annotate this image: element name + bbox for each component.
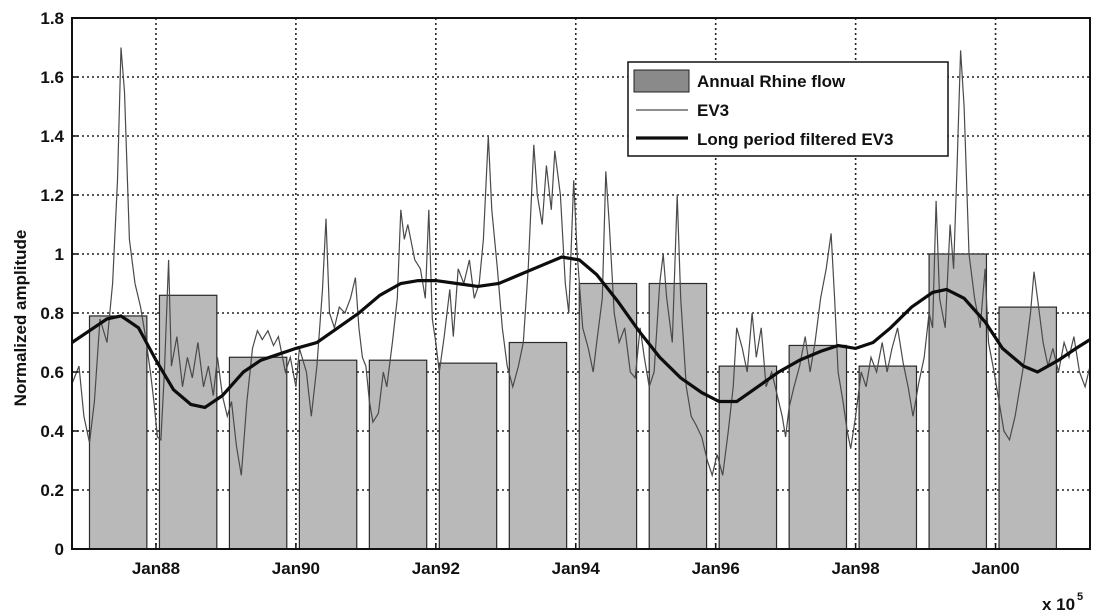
bar-annual-rhine-flow [858,365,918,550]
bar-annual-rhine-flow [788,344,848,550]
y-tick-label: 0.2 [40,481,64,500]
x-tick-label: Jan88 [132,559,180,578]
x-tick-label: Jan00 [971,559,1019,578]
bar-annual-rhine-flow [368,359,428,550]
y-tick-label: 1.2 [40,186,64,205]
bar-annual-rhine-flow [578,282,638,550]
x-multiplier-base: x 10 [1042,595,1075,614]
plot-frame [71,17,1091,550]
tick-layer: 0 0.2 0.4 0.6 0.8 1 1.2 1.4 1.6 1.8 Jan88 Jan90 Jan9… [40,9,1019,578]
x-tick-label: Jan98 [832,559,880,578]
legend: Annual Rhine flow EV3 Long period filter… [627,61,949,157]
y-tick-label: 0.6 [40,363,64,382]
bar-annual-rhine-flow [928,253,988,550]
y-tick-label: 0 [55,540,64,559]
legend-swatch-bars [633,69,690,93]
bar-annual-rhine-flow [508,341,568,550]
y-tick-label: 1 [55,245,64,264]
bar-annual-rhine-flow [998,306,1058,550]
y-tick-label: 0.4 [40,422,64,441]
x-tick-label: Jan94 [552,559,601,578]
x-tick-label: Jan90 [272,559,320,578]
y-tick-label: 0.8 [40,304,64,323]
y-tick-label: 1.6 [40,68,64,87]
bar-annual-rhine-flow [718,365,778,550]
bar-annual-rhine-flow [648,282,708,550]
x-tick-label: Jan92 [412,559,460,578]
y-tick-label: 1.8 [40,9,64,28]
x-multiplier: x 10 5 [1042,591,1083,614]
line-layer [71,47,1091,478]
bar-layer [88,253,1058,550]
legend-label-ev3: EV3 [697,101,729,120]
series-line-ev3 [71,47,1091,478]
y-tick-label: 1.4 [40,127,64,146]
x-tick-label: Jan96 [692,559,740,578]
bar-annual-rhine-flow [158,294,218,550]
y-axis-title: Normalized amplitude [11,230,30,407]
legend-label-annual-rhine-flow: Annual Rhine flow [697,72,846,91]
legend-label-long-period-filtered-ev3: Long period filtered EV3 [697,130,893,149]
bar-annual-rhine-flow [228,356,288,550]
x-multiplier-exponent: 5 [1077,591,1083,603]
bar-annual-rhine-flow [88,315,148,550]
bar-annual-rhine-flow [438,362,498,550]
series-line-filtered-ev3 [71,255,1091,410]
grid-layer [72,18,1090,549]
